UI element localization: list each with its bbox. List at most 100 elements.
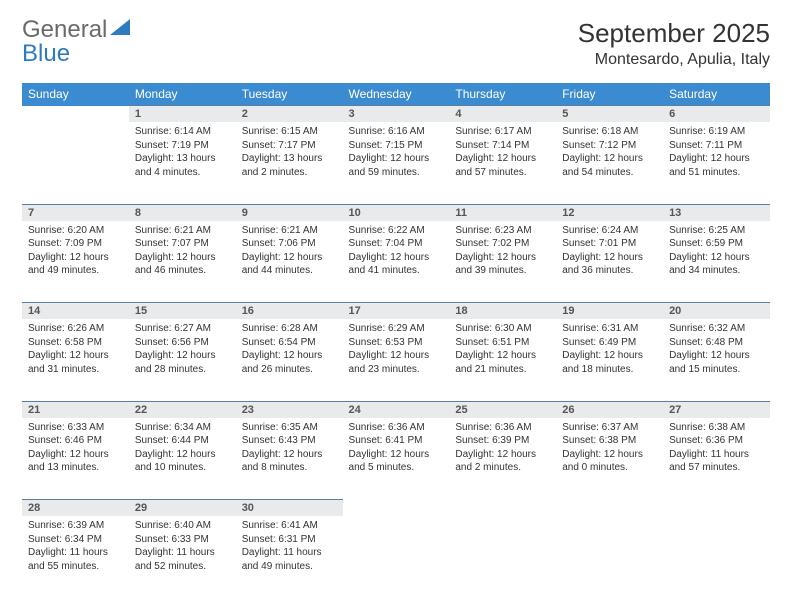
sunset-text: Sunset: 7:01 PM: [562, 237, 657, 251]
day-cell: Sunrise: 6:41 AMSunset: 6:31 PMDaylight:…: [236, 516, 343, 598]
sunrise-text: Sunrise: 6:26 AM: [28, 322, 123, 336]
day-details: Sunrise: 6:25 AMSunset: 6:59 PMDaylight:…: [663, 221, 770, 284]
day-number-cell: 8: [129, 204, 236, 221]
day-number-cell: 28: [22, 500, 129, 517]
sunset-text: Sunset: 7:19 PM: [135, 139, 230, 153]
day-cell: Sunrise: 6:21 AMSunset: 7:06 PMDaylight:…: [236, 221, 343, 303]
sunrise-text: Sunrise: 6:36 AM: [455, 421, 550, 435]
sunrise-text: Sunrise: 6:17 AM: [455, 125, 550, 139]
daylight-text: Daylight: 12 hours and 57 minutes.: [455, 152, 550, 179]
day-cell: Sunrise: 6:37 AMSunset: 6:38 PMDaylight:…: [556, 418, 663, 500]
title-block: September 2025 Montesardo, Apulia, Italy: [578, 18, 770, 69]
day-number-cell: 24: [343, 401, 450, 418]
day-details: Sunrise: 6:20 AMSunset: 7:09 PMDaylight:…: [22, 221, 129, 284]
location: Montesardo, Apulia, Italy: [578, 51, 770, 69]
day-cell: [22, 122, 129, 204]
day-content-row: Sunrise: 6:26 AMSunset: 6:58 PMDaylight:…: [22, 319, 770, 401]
day-cell: Sunrise: 6:25 AMSunset: 6:59 PMDaylight:…: [663, 221, 770, 303]
day-details: Sunrise: 6:36 AMSunset: 6:39 PMDaylight:…: [449, 418, 556, 481]
sunset-text: Sunset: 6:58 PM: [28, 336, 123, 350]
weekday-header: Tuesday: [236, 83, 343, 106]
sunrise-text: Sunrise: 6:31 AM: [562, 322, 657, 336]
sunset-text: Sunset: 6:36 PM: [669, 434, 764, 448]
day-cell: Sunrise: 6:16 AMSunset: 7:15 PMDaylight:…: [343, 122, 450, 204]
day-content-row: Sunrise: 6:33 AMSunset: 6:46 PMDaylight:…: [22, 418, 770, 500]
sunrise-text: Sunrise: 6:41 AM: [242, 519, 337, 533]
daylight-text: Daylight: 12 hours and 46 minutes.: [135, 251, 230, 278]
day-details: Sunrise: 6:27 AMSunset: 6:56 PMDaylight:…: [129, 319, 236, 382]
weekday-header: Monday: [129, 83, 236, 106]
month-title: September 2025: [578, 18, 770, 49]
day-cell: Sunrise: 6:30 AMSunset: 6:51 PMDaylight:…: [449, 319, 556, 401]
weekday-header: Wednesday: [343, 83, 450, 106]
sunrise-text: Sunrise: 6:24 AM: [562, 224, 657, 238]
daylight-text: Daylight: 12 hours and 10 minutes.: [135, 448, 230, 475]
day-details: Sunrise: 6:21 AMSunset: 7:07 PMDaylight:…: [129, 221, 236, 284]
day-cell: Sunrise: 6:19 AMSunset: 7:11 PMDaylight:…: [663, 122, 770, 204]
sunset-text: Sunset: 6:33 PM: [135, 533, 230, 547]
daylight-text: Daylight: 12 hours and 21 minutes.: [455, 349, 550, 376]
sunrise-text: Sunrise: 6:15 AM: [242, 125, 337, 139]
daylight-text: Daylight: 12 hours and 8 minutes.: [242, 448, 337, 475]
day-number-cell: [556, 500, 663, 517]
daylight-text: Daylight: 12 hours and 28 minutes.: [135, 349, 230, 376]
sunrise-text: Sunrise: 6:39 AM: [28, 519, 123, 533]
day-number-cell: 16: [236, 303, 343, 320]
daylight-text: Daylight: 12 hours and 34 minutes.: [669, 251, 764, 278]
day-details: Sunrise: 6:21 AMSunset: 7:06 PMDaylight:…: [236, 221, 343, 284]
day-cell: Sunrise: 6:36 AMSunset: 6:41 PMDaylight:…: [343, 418, 450, 500]
logo: General Blue: [22, 18, 132, 66]
day-cell: Sunrise: 6:29 AMSunset: 6:53 PMDaylight:…: [343, 319, 450, 401]
day-number-cell: 3: [343, 106, 450, 123]
day-cell: Sunrise: 6:36 AMSunset: 6:39 PMDaylight:…: [449, 418, 556, 500]
sunset-text: Sunset: 6:43 PM: [242, 434, 337, 448]
day-details: Sunrise: 6:41 AMSunset: 6:31 PMDaylight:…: [236, 516, 343, 579]
day-details: Sunrise: 6:34 AMSunset: 6:44 PMDaylight:…: [129, 418, 236, 481]
day-cell: Sunrise: 6:22 AMSunset: 7:04 PMDaylight:…: [343, 221, 450, 303]
sunset-text: Sunset: 6:34 PM: [28, 533, 123, 547]
sunset-text: Sunset: 7:06 PM: [242, 237, 337, 251]
day-details: Sunrise: 6:29 AMSunset: 6:53 PMDaylight:…: [343, 319, 450, 382]
day-number-cell: [663, 500, 770, 517]
day-number-cell: 23: [236, 401, 343, 418]
weekday-header-row: SundayMondayTuesdayWednesdayThursdayFrid…: [22, 83, 770, 106]
day-number-cell: 20: [663, 303, 770, 320]
day-cell: Sunrise: 6:23 AMSunset: 7:02 PMDaylight:…: [449, 221, 556, 303]
day-number-row: 123456: [22, 106, 770, 123]
day-number-cell: 27: [663, 401, 770, 418]
sunrise-text: Sunrise: 6:34 AM: [135, 421, 230, 435]
daylight-text: Daylight: 12 hours and 15 minutes.: [669, 349, 764, 376]
sunrise-text: Sunrise: 6:19 AM: [669, 125, 764, 139]
sunset-text: Sunset: 7:04 PM: [349, 237, 444, 251]
day-cell: Sunrise: 6:15 AMSunset: 7:17 PMDaylight:…: [236, 122, 343, 204]
day-details: Sunrise: 6:32 AMSunset: 6:48 PMDaylight:…: [663, 319, 770, 382]
daylight-text: Daylight: 11 hours and 55 minutes.: [28, 546, 123, 573]
day-details: Sunrise: 6:18 AMSunset: 7:12 PMDaylight:…: [556, 122, 663, 185]
day-cell: [343, 516, 450, 598]
sunrise-text: Sunrise: 6:14 AM: [135, 125, 230, 139]
day-cell: [449, 516, 556, 598]
sunrise-text: Sunrise: 6:21 AM: [242, 224, 337, 238]
daylight-text: Daylight: 12 hours and 31 minutes.: [28, 349, 123, 376]
day-number-cell: 26: [556, 401, 663, 418]
day-number-cell: 22: [129, 401, 236, 418]
day-details: Sunrise: 6:14 AMSunset: 7:19 PMDaylight:…: [129, 122, 236, 185]
day-cell: Sunrise: 6:14 AMSunset: 7:19 PMDaylight:…: [129, 122, 236, 204]
day-number-cell: 25: [449, 401, 556, 418]
day-number-cell: 2: [236, 106, 343, 123]
sunrise-text: Sunrise: 6:21 AM: [135, 224, 230, 238]
day-number-cell: 11: [449, 204, 556, 221]
day-number-cell: [343, 500, 450, 517]
day-cell: Sunrise: 6:28 AMSunset: 6:54 PMDaylight:…: [236, 319, 343, 401]
daylight-text: Daylight: 12 hours and 13 minutes.: [28, 448, 123, 475]
day-number-row: 78910111213: [22, 204, 770, 221]
day-cell: Sunrise: 6:34 AMSunset: 6:44 PMDaylight:…: [129, 418, 236, 500]
day-details: Sunrise: 6:33 AMSunset: 6:46 PMDaylight:…: [22, 418, 129, 481]
sunset-text: Sunset: 7:11 PM: [669, 139, 764, 153]
sunrise-text: Sunrise: 6:30 AM: [455, 322, 550, 336]
sunrise-text: Sunrise: 6:40 AM: [135, 519, 230, 533]
day-number-cell: 5: [556, 106, 663, 123]
day-number-cell: 14: [22, 303, 129, 320]
logo-word2: Blue: [22, 40, 70, 67]
sunrise-text: Sunrise: 6:35 AM: [242, 421, 337, 435]
